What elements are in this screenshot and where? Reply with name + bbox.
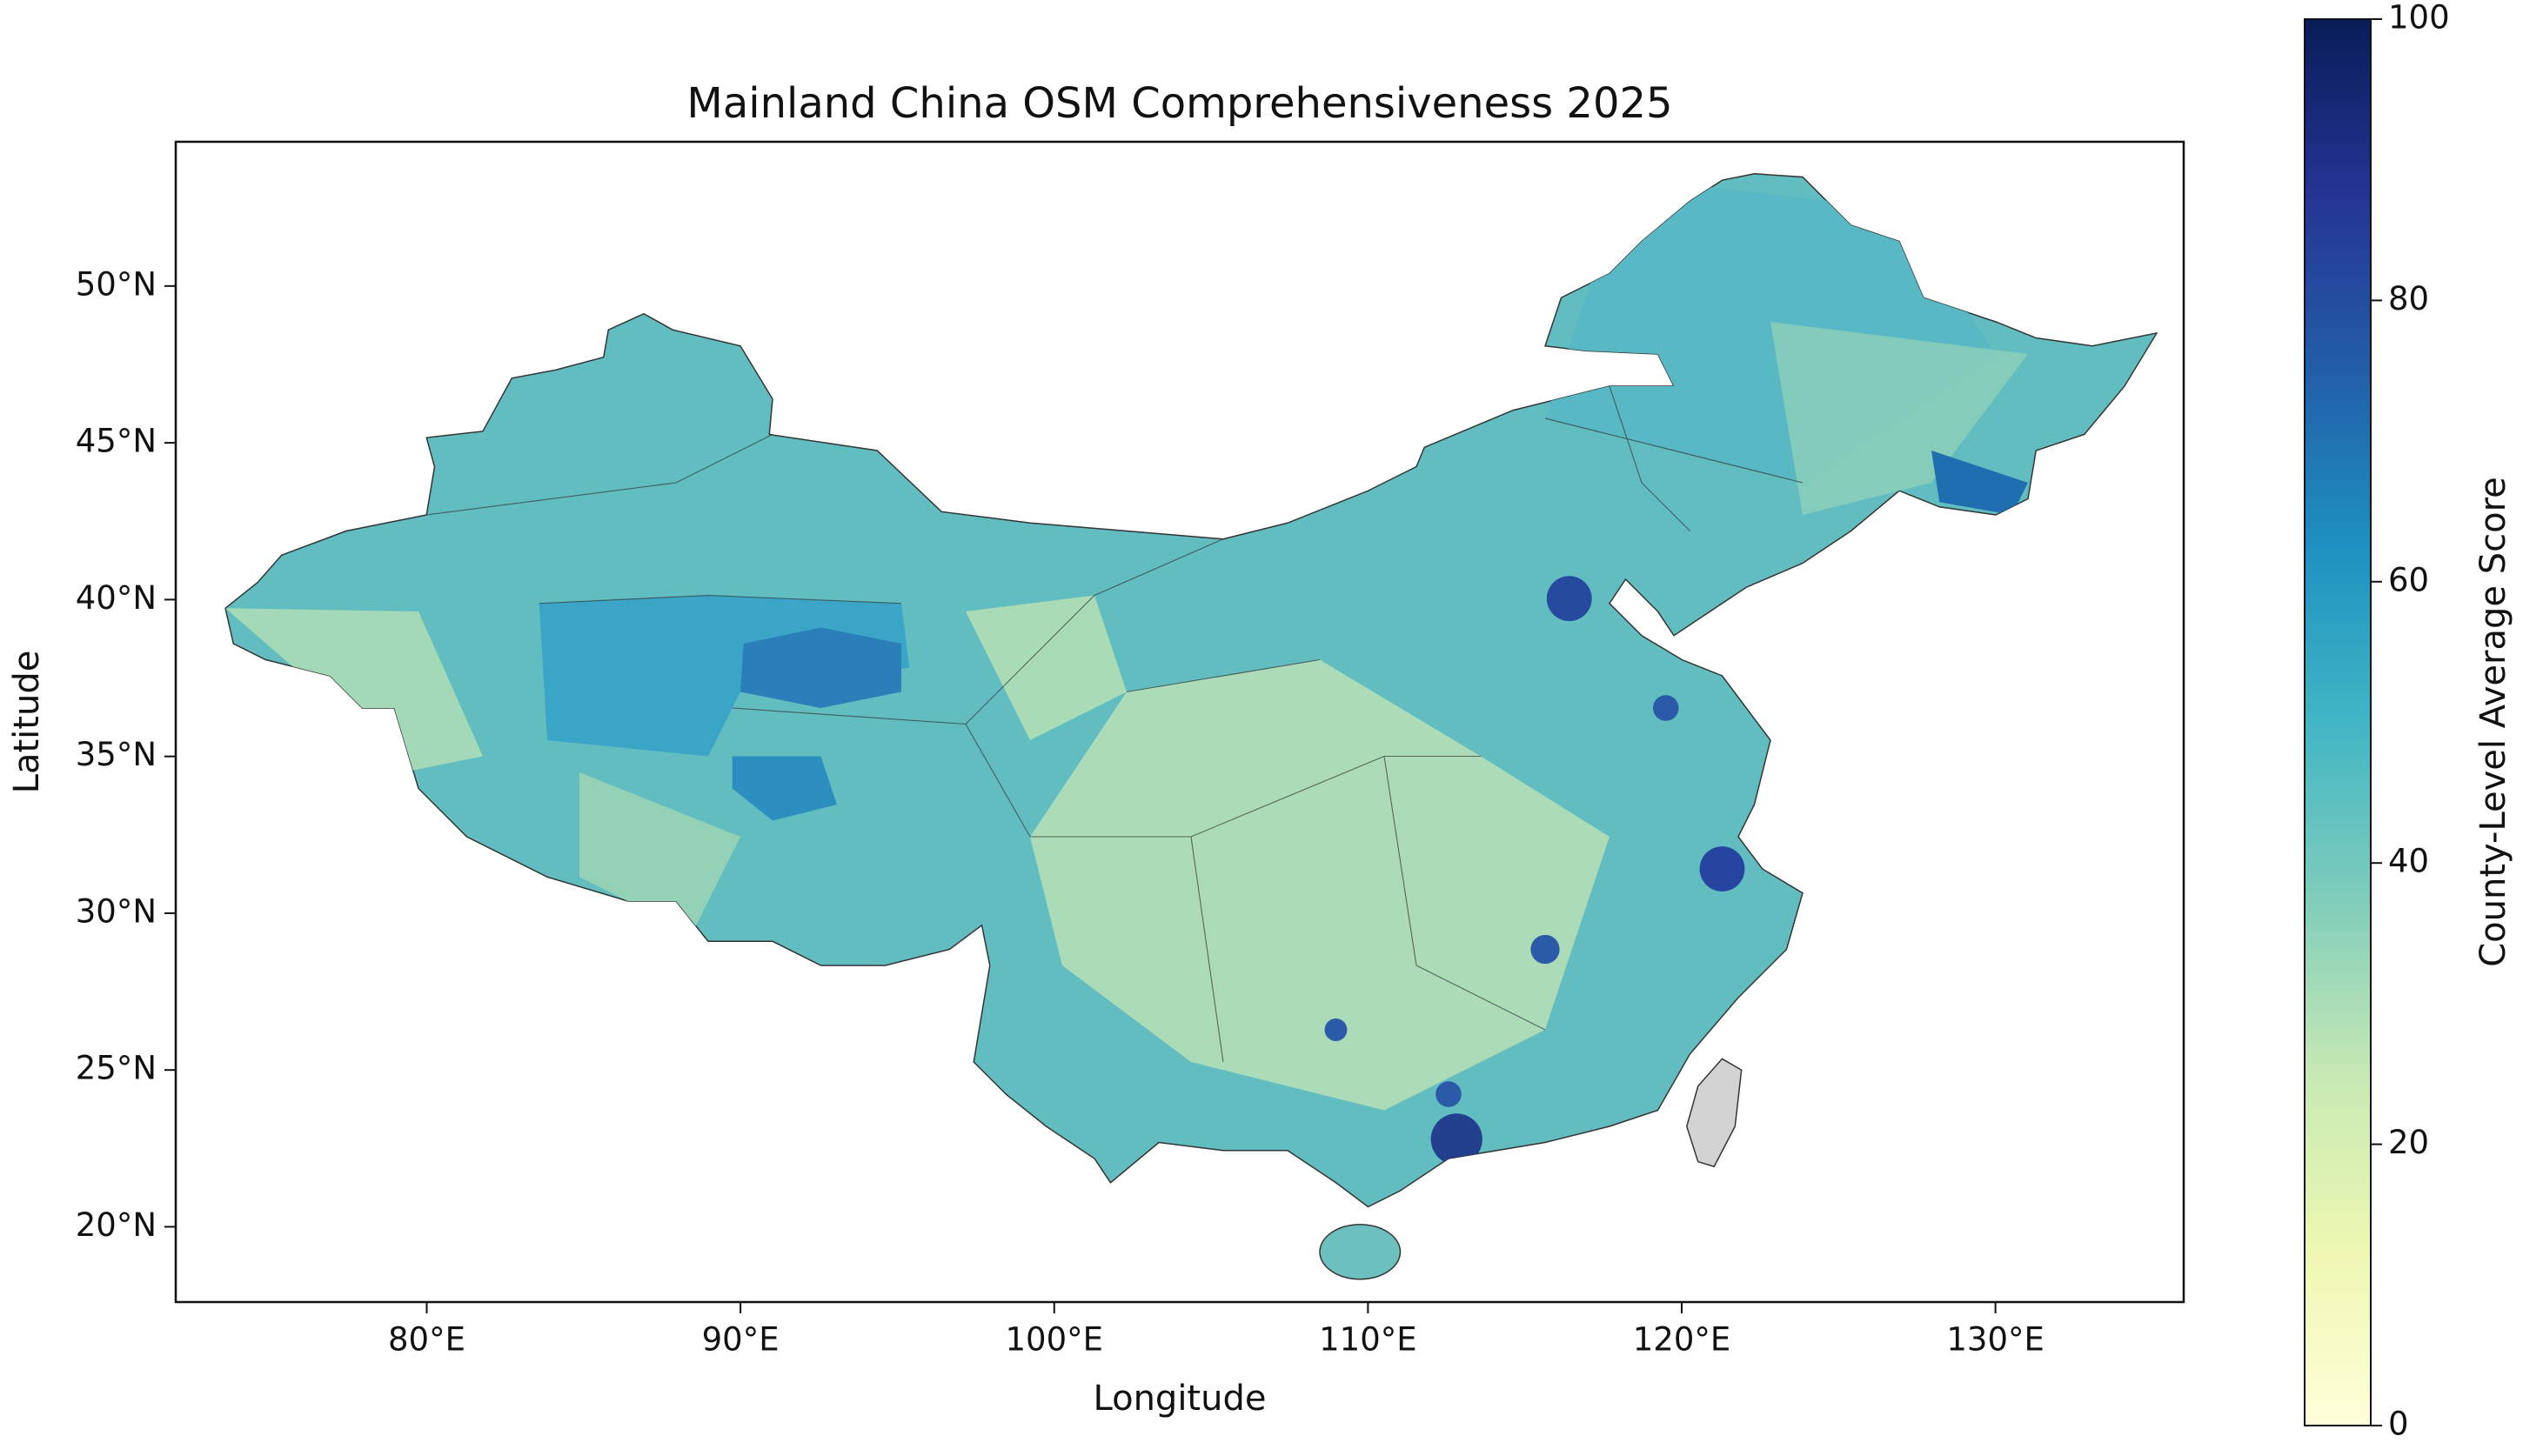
colorbar-label: County-Level Average Score <box>2473 477 2513 967</box>
colorbar <box>2304 18 2372 1426</box>
x-tick-label: 110°E <box>1319 1321 1417 1359</box>
x-tick-label: 130°E <box>1946 1321 2044 1359</box>
x-tick-label: 100°E <box>1006 1321 1104 1359</box>
colorbar-tick-label: 20 <box>2388 1124 2429 1161</box>
colorbar-tick-label: 60 <box>2388 561 2429 598</box>
colorbar-tick-label: 0 <box>2388 1406 2409 1443</box>
x-tick-label: 90°E <box>702 1321 780 1359</box>
title: Mainland China OSM Comprehensiveness 202… <box>686 79 1672 128</box>
y-tick-label: 40°N <box>76 579 157 617</box>
x-tick-label: 120°E <box>1633 1321 1731 1359</box>
axes-frame <box>174 140 2185 1304</box>
y-tick-label: 25°N <box>76 1050 157 1087</box>
map <box>224 172 2158 1280</box>
colorbar-tick-label: 40 <box>2388 843 2429 880</box>
x-tick-label: 80°E <box>388 1321 465 1359</box>
colorbar-tick-label: 100 <box>2388 0 2450 37</box>
y-tick-label: 30°N <box>76 892 157 930</box>
y-axis-label: Latitude <box>7 651 47 794</box>
y-tick-label: 35°N <box>76 736 157 773</box>
x-axis-label: Longitude <box>1094 1379 1267 1419</box>
colorbar-tick-label: 80 <box>2388 280 2429 317</box>
y-tick-label: 20°N <box>76 1206 157 1244</box>
y-tick-label: 45°N <box>76 423 157 460</box>
y-tick-label: 50°N <box>76 265 157 303</box>
